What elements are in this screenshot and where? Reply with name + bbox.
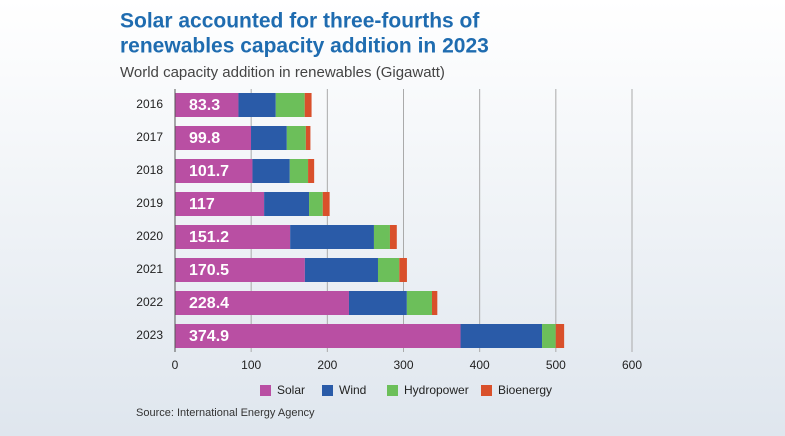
bar-segment: [555, 324, 565, 348]
bar-segment: [286, 126, 306, 150]
bar-segment: [348, 291, 407, 315]
value-label: 374.9: [189, 328, 229, 345]
bar-segment: [305, 126, 311, 150]
source: Source: International Energy Agency: [136, 407, 315, 419]
bar-segment: [251, 126, 287, 150]
value-label: 99.8: [189, 130, 220, 147]
bar-segment: [289, 159, 309, 183]
y-tick-label: 2021: [136, 262, 163, 276]
value-label: 170.5: [189, 262, 229, 279]
bar-segment: [175, 93, 239, 117]
x-tick-label: 600: [622, 358, 642, 372]
chart-title: Solar accounted for three-fourths of: [120, 10, 480, 33]
legend-label: Solar: [277, 383, 305, 397]
bar-segment: [238, 93, 276, 117]
legend-swatch: [387, 385, 398, 396]
value-label: 117: [189, 196, 215, 213]
bar-segment: [542, 324, 556, 348]
legend-label: Hydropower: [404, 383, 469, 397]
value-label: 151.2: [189, 229, 229, 246]
bar-segment: [264, 192, 310, 216]
bar-segment: [308, 159, 315, 183]
y-tick-label: 2023: [136, 328, 163, 342]
legend-label: Bioenergy: [498, 383, 552, 397]
bar-segment: [175, 258, 305, 282]
bar-segment: [431, 291, 438, 315]
y-tick-label: 2020: [136, 229, 163, 243]
bar-segment: [304, 258, 378, 282]
bar-segment: [175, 225, 291, 249]
y-tick-label: 2017: [136, 130, 163, 144]
bar-segment: [373, 225, 390, 249]
x-tick-label: 500: [546, 358, 566, 372]
bar-segment: [399, 258, 407, 282]
bar-segment: [389, 225, 397, 249]
bar-segment: [175, 159, 253, 183]
x-tick-label: 200: [317, 358, 337, 372]
y-tick-label: 2019: [136, 196, 163, 210]
y-tick-label: 2016: [136, 97, 163, 111]
bar-segment: [175, 324, 461, 348]
bar-segment: [322, 192, 330, 216]
value-label: 101.7: [189, 163, 229, 180]
bar-segment: [460, 324, 543, 348]
value-label: 83.3: [189, 97, 220, 114]
x-tick-label: 300: [393, 358, 413, 372]
bar-segment: [377, 258, 400, 282]
y-tick-label: 2022: [136, 295, 163, 309]
legend-label: Wind: [339, 383, 366, 397]
chart-subtitle: World capacity addition in renewables (G…: [120, 64, 445, 81]
y-tick-label: 2018: [136, 163, 163, 177]
x-tick-label: 0: [172, 358, 179, 372]
bar-segment: [290, 225, 374, 249]
chart-title: renewables capacity addition in 2023: [120, 35, 489, 58]
bar-segment: [175, 126, 252, 150]
bar-segment: [304, 93, 312, 117]
legend-swatch: [260, 385, 271, 396]
bar-segment: [406, 291, 432, 315]
bar-segment: [175, 291, 349, 315]
x-tick-label: 400: [470, 358, 490, 372]
bar-segment: [175, 192, 265, 216]
legend-swatch: [322, 385, 333, 396]
bar-segment: [252, 159, 290, 183]
value-label: 228.4: [189, 295, 229, 312]
bar-segment: [309, 192, 323, 216]
x-tick-label: 100: [241, 358, 261, 372]
bar-segment: [275, 93, 305, 117]
legend-swatch: [481, 385, 492, 396]
